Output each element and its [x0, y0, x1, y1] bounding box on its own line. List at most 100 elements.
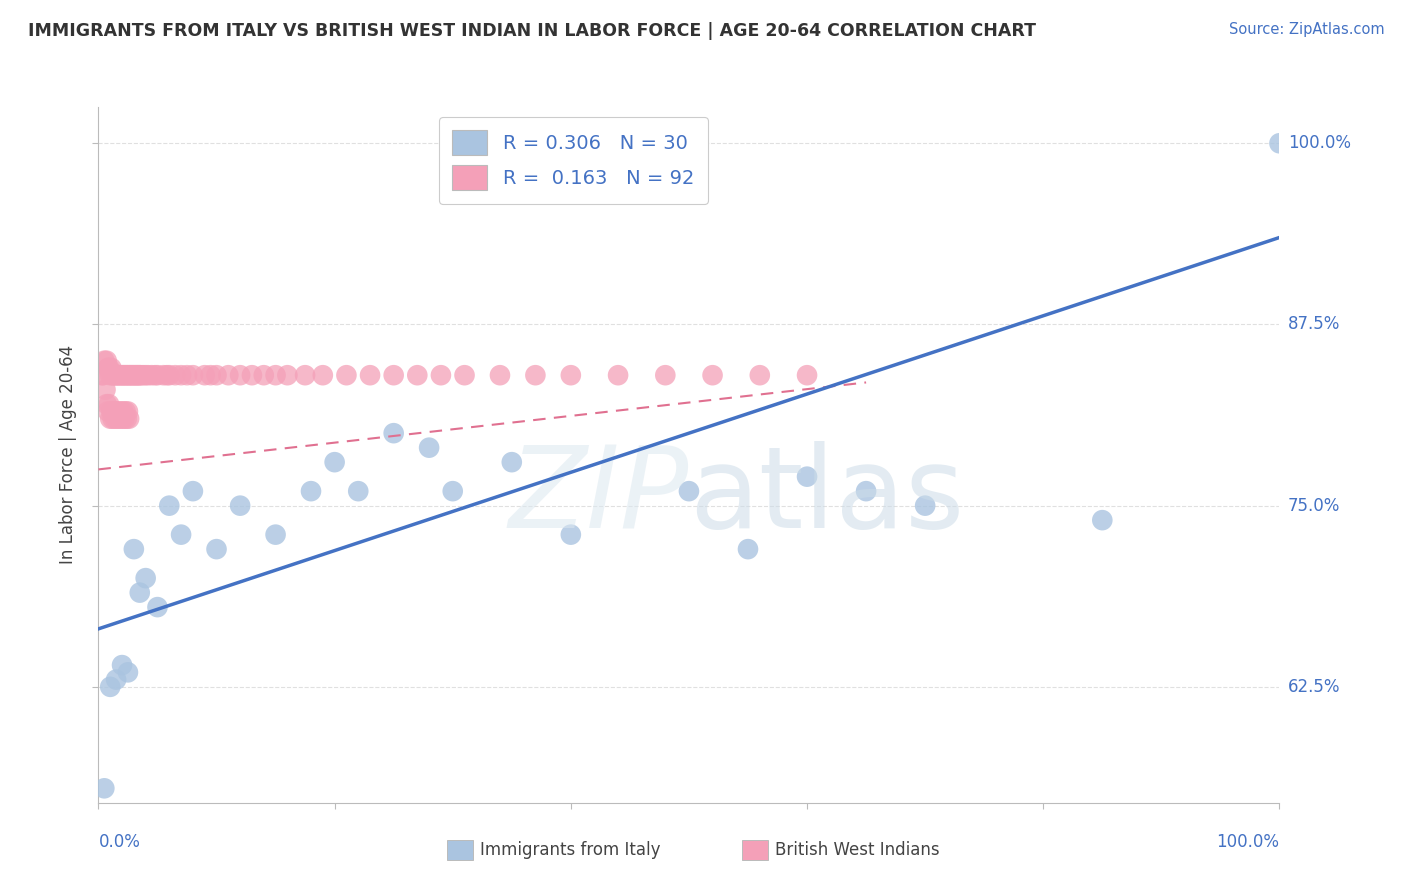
Point [117, 368, 139, 383]
Point [524, 368, 547, 383]
Point [678, 484, 700, 499]
Point [347, 484, 370, 499]
Point [430, 368, 453, 383]
Point [737, 542, 759, 557]
Point [115, 411, 138, 425]
Point [97, 360, 120, 375]
Point [128, 368, 150, 383]
Point [100, 404, 122, 418]
Point [128, 368, 150, 383]
Point [382, 426, 405, 441]
Point [141, 368, 163, 383]
Point [96, 397, 118, 411]
Point [1268, 136, 1291, 151]
Point [170, 368, 193, 383]
Point [105, 404, 128, 418]
FancyBboxPatch shape [742, 840, 768, 860]
Point [112, 368, 135, 383]
Point [91, 368, 114, 383]
Point [105, 673, 128, 687]
Point [101, 368, 124, 383]
Point [117, 404, 139, 418]
Point [323, 455, 346, 469]
Text: 100.0%: 100.0% [1288, 135, 1351, 153]
Point [107, 404, 129, 418]
Point [796, 368, 818, 383]
Point [98, 368, 121, 383]
Point [240, 368, 263, 383]
Y-axis label: In Labor Force | Age 20-64: In Labor Force | Age 20-64 [59, 345, 77, 565]
Point [108, 368, 131, 383]
Point [855, 484, 877, 499]
Point [129, 368, 152, 383]
Point [120, 368, 142, 383]
Point [115, 368, 138, 383]
Point [156, 368, 179, 383]
Point [111, 368, 134, 383]
Point [276, 368, 298, 383]
Point [229, 368, 252, 383]
Point [560, 368, 582, 383]
Text: 0.0%: 0.0% [98, 833, 141, 851]
Point [914, 499, 936, 513]
Text: 87.5%: 87.5% [1288, 316, 1340, 334]
Point [702, 368, 724, 383]
Point [117, 665, 139, 680]
Point [181, 368, 204, 383]
Point [105, 368, 128, 383]
Point [796, 469, 818, 483]
Point [103, 404, 125, 418]
Text: British West Indians: British West Indians [775, 841, 939, 859]
Point [128, 585, 150, 599]
Point [205, 542, 228, 557]
Point [294, 368, 316, 383]
Point [93, 353, 115, 368]
Text: 62.5%: 62.5% [1288, 678, 1340, 696]
Point [146, 600, 169, 615]
Point [607, 368, 630, 383]
Point [101, 411, 124, 425]
Point [136, 368, 159, 383]
Point [107, 368, 129, 383]
Point [121, 368, 143, 383]
Point [560, 527, 582, 541]
Point [229, 499, 252, 513]
Point [91, 368, 114, 383]
Point [94, 383, 117, 397]
Point [110, 404, 132, 418]
Point [93, 781, 115, 796]
Text: atlas: atlas [689, 442, 965, 552]
Point [264, 368, 287, 383]
Point [205, 368, 228, 383]
Point [406, 368, 429, 383]
Point [111, 411, 134, 425]
Point [104, 411, 127, 425]
Point [114, 368, 136, 383]
Point [165, 368, 187, 383]
Point [359, 368, 381, 383]
Text: 100.0%: 100.0% [1216, 833, 1279, 851]
Point [98, 680, 121, 694]
Point [96, 353, 118, 368]
Point [453, 368, 475, 383]
Text: Source: ZipAtlas.com: Source: ZipAtlas.com [1229, 22, 1385, 37]
Point [146, 368, 169, 383]
Point [135, 571, 157, 585]
Point [170, 527, 193, 541]
Point [110, 368, 132, 383]
Point [441, 484, 464, 499]
Point [103, 368, 125, 383]
Point [124, 368, 146, 383]
Point [501, 455, 523, 469]
Point [382, 368, 405, 383]
Point [112, 368, 135, 383]
Point [200, 368, 222, 383]
Point [157, 368, 180, 383]
Point [111, 658, 134, 673]
Point [181, 484, 204, 499]
Point [98, 411, 121, 425]
Point [100, 360, 122, 375]
Point [127, 368, 149, 383]
Text: IMMIGRANTS FROM ITALY VS BRITISH WEST INDIAN IN LABOR FORCE | AGE 20-64 CORRELAT: IMMIGRANTS FROM ITALY VS BRITISH WEST IN… [28, 22, 1036, 40]
Point [194, 368, 217, 383]
